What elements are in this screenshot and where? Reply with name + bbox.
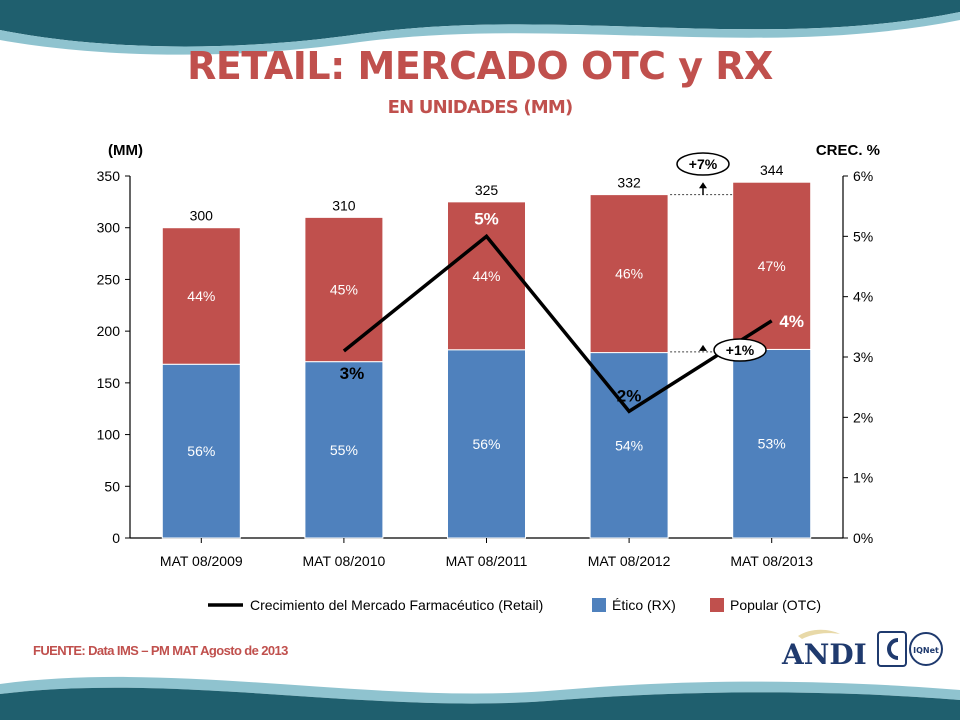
annotation-otc-arrowhead-icon <box>699 182 707 189</box>
bar-popular-share-label: 46% <box>615 266 643 282</box>
y-left-axis-title: (MM) <box>108 142 143 159</box>
legend-etico-label: Ético (RX) <box>612 597 676 613</box>
y-left-tick-label: 250 <box>97 271 121 287</box>
y-left-tick-label: 150 <box>97 375 121 391</box>
bar-etico-share-label: 56% <box>187 443 215 459</box>
bar-total-label: 325 <box>475 182 499 198</box>
annotation-rx-label: +1% <box>726 342 755 358</box>
bar-total-label: 344 <box>760 162 784 178</box>
bar-popular-otc <box>447 201 526 351</box>
certification-seal-icon <box>877 631 907 667</box>
legend-popular-swatch <box>710 598 724 612</box>
bar-popular-share-label: 44% <box>187 288 215 304</box>
y-left-tick-label: 350 <box>97 168 121 184</box>
source-note: FUENTE: Data IMS – PM MAT Agosto de 2013 <box>33 643 288 658</box>
bar-total-label: 310 <box>332 197 356 213</box>
x-tick-label: MAT 08/2013 <box>730 553 813 569</box>
y-left-tick-label: 50 <box>104 478 120 494</box>
bottom-band-light <box>0 676 960 704</box>
y-left-tick-label: 200 <box>97 323 121 339</box>
y-left-tick-label: 300 <box>97 220 121 236</box>
growth-line-label: 3% <box>340 364 365 383</box>
slide-subtitle: EN UNIDADES (MM) <box>387 97 574 118</box>
logo-text: ANDI <box>781 638 867 670</box>
growth-line-label: 5% <box>474 209 499 228</box>
bar-popular-share-label: 45% <box>330 282 358 298</box>
bar-etico-share-label: 53% <box>758 436 786 452</box>
legend-line-label: Crecimiento del Mercado Farmacéutico (Re… <box>250 597 543 613</box>
x-tick-label: MAT 08/2010 <box>303 553 386 569</box>
bar-popular-share-label: 44% <box>472 268 500 284</box>
x-tick-label: MAT 08/2009 <box>160 553 243 569</box>
bar-etico-share-label: 54% <box>615 437 643 453</box>
logo-swoosh-icon <box>798 629 840 639</box>
bar-popular-otc <box>161 227 241 365</box>
bar-etico-rx <box>589 352 669 539</box>
bar-popular-share-label: 47% <box>758 258 786 274</box>
y-right-tick-label: 2% <box>853 409 873 425</box>
y-left-tick-label: 0 <box>112 530 120 546</box>
y-right-tick-label: 3% <box>853 349 873 365</box>
growth-line-label: 4% <box>779 312 804 331</box>
y-right-tick-label: 0% <box>853 530 873 546</box>
bar-etico-rx <box>732 348 812 539</box>
slide-title: RETAIL: MERCADO OTC y RX <box>187 44 773 88</box>
iqnet-seal-icon <box>909 632 943 666</box>
y-left-tick-label: 100 <box>97 427 121 443</box>
growth-line <box>342 233 773 414</box>
bar-etico-rx <box>447 349 526 539</box>
y-right-tick-label: 6% <box>853 168 873 184</box>
y-right-tick-label: 4% <box>853 289 873 305</box>
andi-logo: ANDI IQNet <box>781 629 943 670</box>
growth-line-label: 2% <box>617 386 642 405</box>
bar-etico-share-label: 55% <box>330 442 358 458</box>
annotation-rx-arrowhead-icon <box>699 344 707 351</box>
y-right-tick-label: 5% <box>853 228 873 244</box>
y-right-tick-label: 1% <box>853 470 873 486</box>
annotation-rx-bubble <box>713 338 767 362</box>
bar-popular-otc <box>304 216 384 363</box>
bar-etico-share-label: 56% <box>472 436 500 452</box>
bar-total-label: 300 <box>190 208 214 224</box>
legend-popular-label: Popular (OTC) <box>730 597 821 613</box>
certification-c-icon <box>887 638 899 660</box>
bar-popular-otc <box>589 194 669 354</box>
annotation-otc-bubble <box>676 152 730 176</box>
bottom-band-dark <box>0 687 960 720</box>
x-tick-label: MAT 08/2011 <box>446 553 528 569</box>
legend-etico-swatch <box>592 598 606 612</box>
bar-etico-rx <box>304 361 384 539</box>
iqnet-badge-text: IQNet <box>913 646 939 655</box>
top-band-light <box>0 12 960 55</box>
x-tick-label: MAT 08/2012 <box>588 553 671 569</box>
y-right-axis-title: CREC. % <box>816 142 880 159</box>
bar-total-label: 332 <box>617 175 641 191</box>
annotation-otc-label: +7% <box>689 156 718 172</box>
top-band-dark <box>0 0 960 47</box>
